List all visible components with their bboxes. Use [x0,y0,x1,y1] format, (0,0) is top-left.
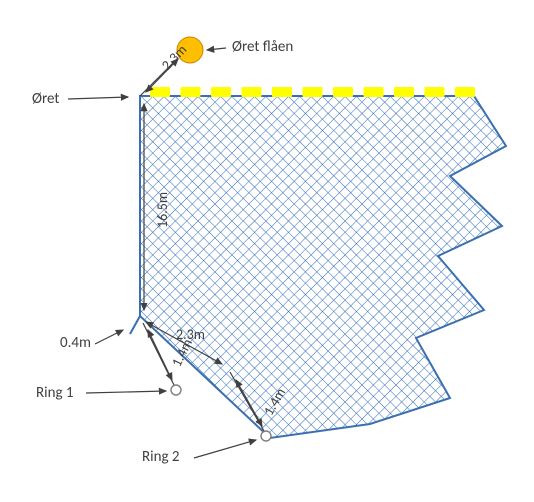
ring2-icon [261,431,271,441]
diagram-svg [0,0,534,502]
label-ring2: Ring 2 [142,448,180,466]
spur-line [130,316,140,334]
arrow-04m [95,330,123,344]
arrow-ring1 [86,391,166,393]
float-icon [272,87,292,97]
label-oret: Øret [32,90,59,108]
label-oret-flaen: Øret flåen [232,38,293,56]
float-icon [364,87,384,97]
arrow-ring2 [194,440,256,458]
float-icon [425,87,445,97]
float-icon [242,87,262,97]
label-ring1: Ring 1 [36,384,74,402]
ring1-icon [171,385,181,395]
label-04m: 0.4m [60,334,91,352]
net-polygon [140,96,506,438]
float-icon [150,87,170,97]
float-icon [181,87,201,97]
float-icon [394,87,414,97]
float-icon [303,87,323,97]
arrow-oret-flaen [207,48,226,50]
diagram-container: Øret flåen Øret 0.4m Ring 1 Ring 2 16.5m… [0,0,534,502]
float-icon [211,87,231,97]
float-icon [455,87,475,97]
float-icon [333,87,353,97]
dim-165m-label: 16.5m [154,192,171,228]
arrow-oret [68,97,128,99]
